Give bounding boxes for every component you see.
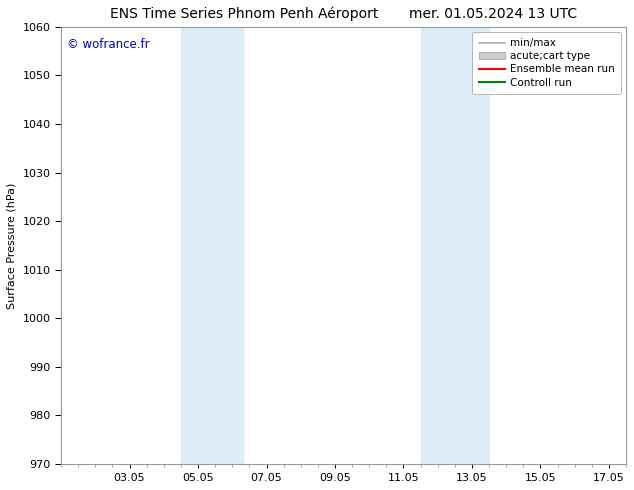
Legend: min/max, acute;cart type, Ensemble mean run, Controll run: min/max, acute;cart type, Ensemble mean … — [472, 32, 621, 94]
Title: ENS Time Series Phnom Penh Aéroport       mer. 01.05.2024 13 UTC: ENS Time Series Phnom Penh Aéroport mer.… — [110, 7, 577, 22]
Bar — [420, 27, 489, 464]
Text: © wofrance.fr: © wofrance.fr — [67, 38, 150, 50]
Bar — [181, 27, 243, 464]
Y-axis label: Surface Pressure (hPa): Surface Pressure (hPa) — [7, 182, 17, 309]
